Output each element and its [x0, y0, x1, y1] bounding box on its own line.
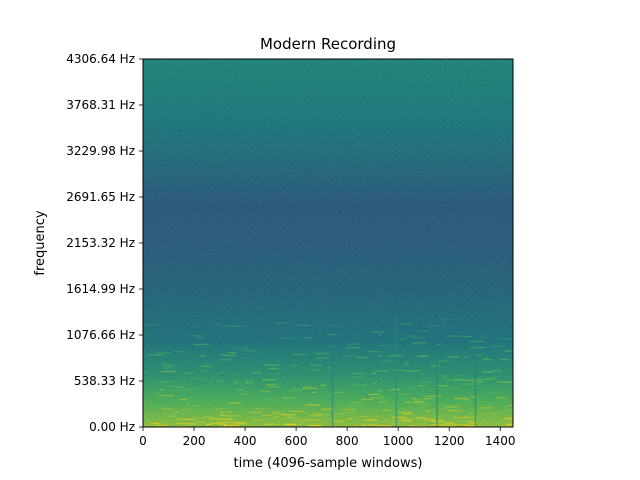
y-tick-label: 0.00 Hz: [89, 420, 135, 434]
y-tick-label: 3768.31 Hz: [66, 98, 135, 112]
y-tick-label: 4306.64 Hz: [66, 52, 135, 66]
x-tick-label: 1000: [383, 434, 414, 448]
x-tick-label: 1400: [485, 434, 516, 448]
chart-title: Modern Recording: [260, 35, 396, 53]
y-tick-label: 2691.65 Hz: [66, 190, 135, 204]
y-axis-label: frequency: [33, 210, 48, 276]
x-axis: 0 200 400 600 800 1000 1200 1400: [139, 427, 516, 448]
y-tick-label: 1076.66 Hz: [66, 328, 135, 342]
spectrogram-texture: [143, 59, 513, 427]
y-tick-label: 538.33 Hz: [74, 374, 135, 388]
y-tick-label: 2153.32 Hz: [66, 236, 135, 250]
x-tick-label: 200: [183, 434, 206, 448]
y-tick-label: 3229.98 Hz: [66, 144, 135, 158]
x-tick-label: 1200: [434, 434, 465, 448]
x-tick-label: 0: [139, 434, 147, 448]
x-tick-label: 400: [234, 434, 257, 448]
plot-area: [143, 59, 513, 427]
y-tick-label: 1614.99 Hz: [66, 282, 135, 296]
y-axis: 0.00 Hz 538.33 Hz 1076.66 Hz 1614.99 Hz 2153…: [66, 52, 143, 434]
x-tick-label: 600: [285, 434, 308, 448]
x-axis-label: time (4096-sample windows): [234, 456, 423, 471]
x-tick-label: 800: [336, 434, 359, 448]
